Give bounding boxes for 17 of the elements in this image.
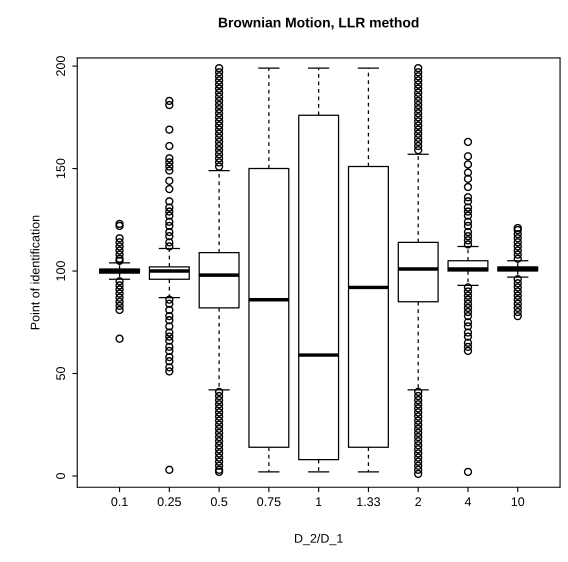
x-tick-label: 10 <box>512 497 524 506</box>
x-tick-label: 1.33 <box>357 497 380 506</box>
x-tick-label: 1 <box>316 497 322 506</box>
chart-title: Brownian Motion, LLR method <box>218 17 418 30</box>
x-tick-label: 4 <box>464 497 472 506</box>
x-tick-label: 0.25 <box>158 497 181 506</box>
x-tick-label: 0.75 <box>257 497 281 506</box>
y-tick-label: 0 <box>56 472 66 479</box>
y-tick-label: 200 <box>56 56 66 76</box>
x-tick-label: 0.5 <box>210 497 228 506</box>
y-tick-label: 150 <box>56 158 66 178</box>
x-axis-title: D_2/D_1 <box>295 534 343 546</box>
y-tick-label: 100 <box>56 261 66 281</box>
y-tick-label: 50 <box>56 367 66 380</box>
x-tick-label: 2 <box>415 497 422 506</box>
y-axis-title: Point of identification <box>30 216 40 330</box>
x-tick-label: 0.1 <box>111 497 128 506</box>
